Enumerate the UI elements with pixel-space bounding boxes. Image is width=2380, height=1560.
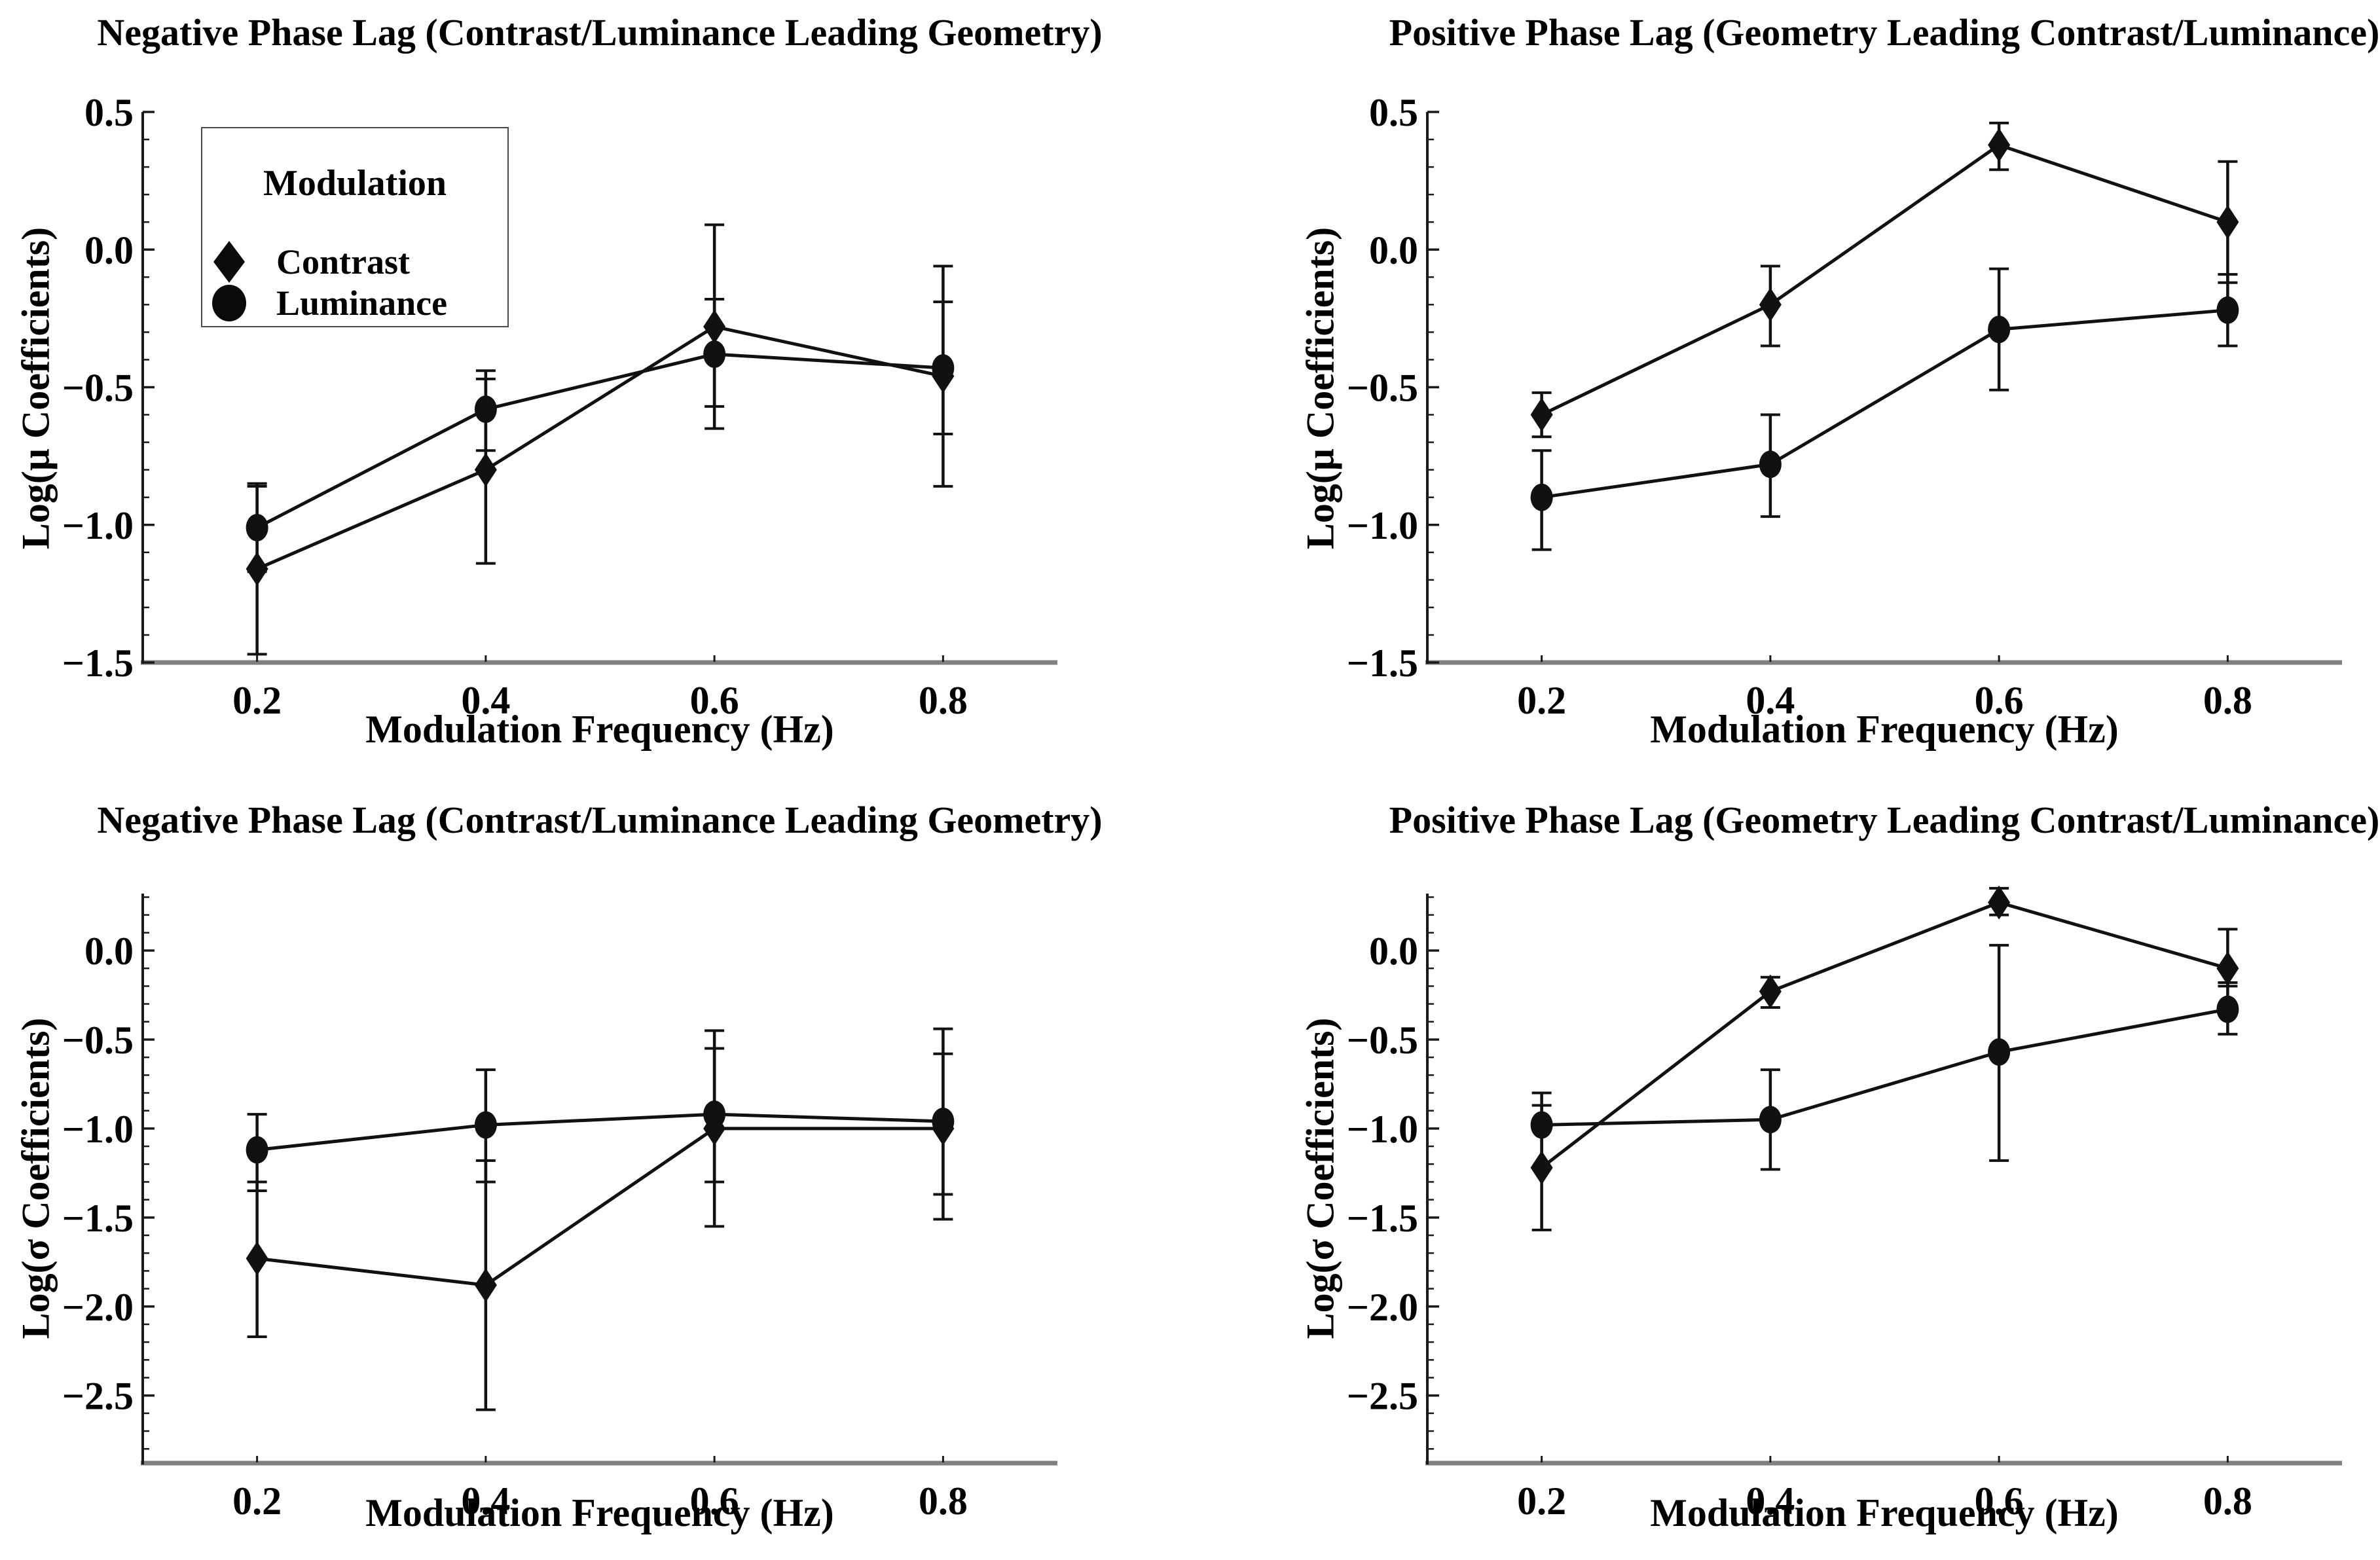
series-line-contrast: [257, 1127, 943, 1287]
y-tick-label: 0.0: [1369, 930, 1418, 973]
x-tick-label: 0.6: [690, 679, 739, 722]
data-point-circle: [1530, 1111, 1553, 1139]
legend-title: Modulation: [263, 163, 447, 204]
x-tick-label: 0.4: [461, 1479, 510, 1523]
y-tick-label: −0.5: [62, 367, 134, 410]
y-tick-label: 0.5: [1369, 91, 1418, 134]
data-point-diamond: [2216, 205, 2239, 240]
y-tick-label: −1.0: [1347, 1108, 1418, 1151]
data-point-circle: [932, 354, 955, 382]
x-axis-label-bottom-right: Modulation Frequency (Hz): [1650, 1491, 2119, 1534]
y-tick-label: 0.0: [84, 930, 134, 973]
data-point-circle: [474, 1111, 497, 1139]
data-point-diamond: [1530, 1150, 1553, 1185]
series-line-luminance: [1541, 308, 2228, 499]
data-point-circle: [932, 1108, 955, 1135]
y-tick-label: 0.5: [84, 91, 134, 134]
y-tick-label: −2.5: [1347, 1375, 1418, 1418]
x-axis-label-top-left: Modulation Frequency (Hz): [365, 708, 834, 751]
series-line-luminance: [256, 352, 943, 530]
data-point-circle: [703, 1100, 726, 1129]
chart-title-top-right: Positive Phase Lag (Geometry Leading Con…: [1389, 11, 2380, 54]
data-point-circle: [2216, 995, 2239, 1023]
y-tick-label: −1.5: [62, 642, 134, 685]
y-tick-label: 0.0: [1369, 228, 1418, 272]
data-point-circle: [1759, 450, 1782, 479]
x-tick-label: 0.6: [690, 1479, 739, 1523]
x-tick-label: 0.2: [1517, 1479, 1566, 1523]
data-point-circle: [1530, 483, 1553, 511]
circle-marker-icon: [212, 285, 246, 321]
data-point-circle: [474, 395, 497, 424]
data-point-circle: [1759, 1106, 1782, 1134]
y-tick-label: −1.5: [62, 1197, 134, 1240]
y-tick-label: −1.0: [62, 1108, 134, 1151]
x-tick-label: 0.2: [1517, 679, 1566, 722]
data-point-diamond: [1988, 885, 2011, 920]
y-axis-label-bottom-right: Log(σ Coefficients): [1298, 1017, 1342, 1339]
y-tick-label: −1.5: [1347, 642, 1418, 685]
y-tick-label: −2.0: [62, 1286, 134, 1329]
series-line-luminance: [1541, 1007, 2228, 1127]
series-line-contrast: [256, 325, 943, 571]
data-point-circle: [1988, 316, 2011, 344]
y-tick-label: −2.0: [1347, 1286, 1418, 1329]
chart-title-bottom-left: Negative Phase Lag (Contrast/Luminance L…: [97, 799, 1103, 841]
legend-item-label: Luminance: [276, 283, 448, 323]
y-tick-label: −1.0: [1347, 504, 1418, 547]
data-point-diamond: [1759, 287, 1782, 322]
data-point-diamond: [2216, 951, 2239, 986]
x-tick-label: 0.6: [1975, 679, 2024, 722]
x-tick-label: 0.8: [2203, 679, 2252, 722]
data-point-diamond: [703, 309, 726, 344]
chart-title-top-left: Negative Phase Lag (Contrast/Luminance L…: [97, 11, 1103, 54]
data-point-circle: [703, 340, 726, 369]
data-point-diamond: [1988, 128, 2011, 162]
y-tick-label: −0.5: [1347, 367, 1418, 410]
data-point-diamond: [246, 1241, 268, 1276]
x-tick-label: 0.4: [1746, 679, 1795, 722]
y-axis-label-bottom-left: Log(σ Coefficients): [14, 1017, 58, 1339]
y-tick-label: −0.5: [62, 1019, 134, 1062]
series-line-contrast: [1541, 143, 2229, 416]
legend-item-contrast: Contrast: [211, 238, 410, 285]
data-point-circle: [1988, 1038, 2011, 1066]
x-axis-label-top-right: Modulation Frequency (Hz): [1650, 708, 2119, 751]
y-tick-label: −0.5: [1347, 1019, 1418, 1062]
x-tick-label: 0.2: [232, 679, 282, 722]
x-tick-label: 0.4: [1746, 1479, 1795, 1523]
y-tick-label: −2.5: [62, 1375, 134, 1418]
x-tick-label: 0.2: [232, 1479, 282, 1523]
y-tick-label: −1.5: [1347, 1197, 1418, 1240]
data-point-circle: [246, 1136, 268, 1164]
data-point-circle: [2216, 296, 2239, 324]
y-tick-label: 0.0: [84, 228, 134, 272]
y-axis-label-top-left: Log(μ Coefficients): [14, 227, 58, 550]
series-line-luminance: [257, 1112, 943, 1152]
diamond-marker-icon: [213, 241, 245, 283]
x-tick-label: 0.8: [919, 679, 968, 722]
x-tick-label: 0.4: [461, 679, 510, 722]
data-point-diamond: [1759, 974, 1782, 1009]
series-line-contrast: [1541, 900, 2229, 1169]
data-point-diamond: [474, 1268, 497, 1303]
data-point-diamond: [474, 452, 497, 487]
y-tick-label: −1.0: [62, 504, 134, 547]
data-point-circle: [246, 513, 268, 541]
x-tick-label: 0.8: [2203, 1479, 2252, 1523]
data-point-diamond: [246, 552, 268, 587]
x-axis-label-bottom-left: Modulation Frequency (Hz): [365, 1491, 834, 1534]
legend-item-label: Contrast: [276, 242, 410, 281]
legend-item-luminance: Luminance: [211, 280, 447, 327]
x-tick-label: 0.6: [1975, 1479, 2024, 1523]
data-point-diamond: [1530, 397, 1553, 432]
legend: Modulation Contrast Luminance: [201, 127, 509, 327]
y-axis-label-top-right: Log(μ Coefficients): [1298, 227, 1342, 550]
chart-title-bottom-right: Positive Phase Lag (Geometry Leading Con…: [1389, 799, 2380, 841]
x-tick-label: 0.8: [919, 1479, 968, 1523]
